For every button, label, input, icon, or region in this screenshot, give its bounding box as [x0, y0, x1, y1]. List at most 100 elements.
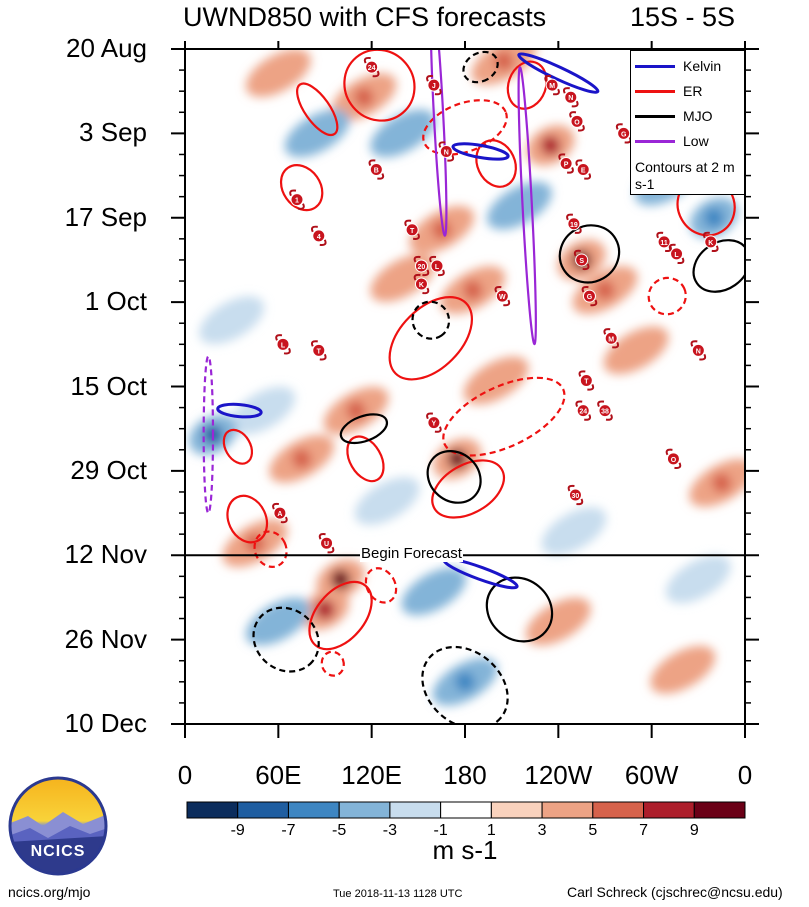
legend-item-low: Low	[635, 132, 709, 150]
storm-dot	[312, 229, 326, 243]
storm-swirl	[404, 219, 420, 240]
anomaly-core	[673, 660, 693, 680]
storm-swirl	[567, 484, 584, 506]
storm-marker: L	[275, 334, 291, 355]
storm-dot	[545, 78, 559, 92]
storm-marker: Y	[426, 412, 442, 433]
anomaly-core	[704, 208, 724, 228]
storm-marker: 30	[567, 484, 584, 506]
storm-marker: 19	[566, 213, 582, 234]
storm-label: T	[410, 228, 415, 235]
storm-label: 4	[317, 234, 321, 241]
storm-marker: M	[603, 328, 620, 349]
legend-label: MJO	[683, 108, 713, 124]
legend-item-er: ER	[635, 82, 702, 100]
storm-dot	[598, 404, 612, 418]
storm-swirl	[368, 159, 385, 180]
anomaly-core	[564, 521, 584, 541]
storm-swirl	[429, 255, 445, 277]
storm-dot	[575, 253, 589, 267]
anomaly-core	[424, 581, 444, 601]
legend-label: ER	[683, 83, 703, 99]
storm-label: N	[444, 149, 449, 156]
contour-er	[364, 567, 398, 604]
storm-swirl	[272, 502, 288, 524]
storm-dot	[617, 126, 631, 140]
colorbar-label: -9	[230, 822, 245, 839]
storm-marker: N	[562, 87, 579, 108]
storm-swirl	[318, 533, 335, 554]
anomaly-core	[268, 611, 288, 632]
contour-low	[202, 355, 215, 515]
legend: Contours at 2 m s-1 Kelvin ER MJO Low	[630, 50, 745, 195]
storm-swirl	[310, 225, 327, 246]
anomaly-core	[688, 569, 708, 589]
storm-marker: N	[690, 340, 707, 361]
footer-timestamp: Tue 2018-11-13 1128 UTC	[333, 888, 463, 900]
anomaly-core	[268, 63, 288, 83]
contour-er	[442, 376, 566, 457]
contour-mjo	[339, 413, 389, 445]
storm-marker: 1	[289, 189, 305, 210]
storm-dot	[570, 114, 584, 128]
storm-label: S	[579, 258, 584, 265]
contour-er	[647, 276, 687, 316]
begin-forecast-label: Begin Forecast	[360, 545, 463, 563]
footer-website[interactable]: ncics.org/mjo	[8, 884, 91, 900]
storm-marker: T	[578, 370, 595, 391]
storm-label: N	[568, 95, 573, 102]
contour-kelvin	[451, 142, 510, 161]
storm-swirl	[702, 231, 719, 252]
legend-line-icon	[635, 89, 675, 93]
chart-title: UWND850 with CFS forecasts	[183, 2, 547, 32]
logo-text: NCICS	[30, 843, 86, 860]
storm-dot	[567, 217, 581, 231]
colorbar-units: m s-1	[432, 835, 498, 865]
storm-swirl	[569, 111, 585, 132]
anomaly-core	[292, 449, 312, 469]
legend-item-kelvin: Kelvin	[635, 57, 721, 75]
contour-er	[475, 139, 517, 188]
storm-swirl	[603, 328, 620, 349]
storm-dot	[414, 259, 428, 273]
colorbar-label: 9	[689, 822, 699, 839]
chart-region: 15S - 5S	[630, 2, 736, 32]
storm-dot	[568, 488, 582, 502]
storm-dot	[576, 163, 590, 177]
colorbar-label: 1	[486, 822, 496, 839]
storm-label: G	[587, 294, 593, 301]
storm-label: L	[281, 342, 286, 349]
storm-dot	[604, 331, 618, 345]
anomaly-core	[393, 123, 413, 143]
contour-er	[431, 459, 505, 519]
storm-label: T	[584, 378, 589, 385]
anomaly-core	[315, 599, 335, 620]
storm-marker: T	[404, 219, 420, 240]
legend-line-icon	[635, 64, 675, 68]
anomaly-core	[463, 280, 483, 300]
storm-marker: M	[544, 75, 560, 96]
storm-dot	[365, 60, 379, 74]
legend-item-mjo: MJO	[635, 107, 713, 125]
x-tick-label: 180	[443, 760, 487, 790]
storm-marker: O	[569, 111, 585, 132]
storm-swirl	[597, 400, 613, 421]
anomaly-core	[307, 123, 327, 143]
storm-swirl	[668, 243, 685, 265]
storm-dot	[320, 536, 334, 550]
x-tick-label: 60E	[255, 760, 302, 790]
storm-label: E	[581, 168, 586, 175]
colorbar-label: -5	[332, 822, 347, 839]
contour-er	[279, 164, 324, 212]
legend-label: Low	[683, 133, 709, 149]
storm-dot	[691, 343, 705, 357]
contour-mjo	[462, 50, 499, 84]
storm-dot	[579, 373, 593, 387]
storm-swirl	[575, 400, 592, 421]
storm-marker: U	[318, 533, 335, 554]
storm-marker: 38	[597, 400, 613, 421]
storm-marker: L	[668, 243, 685, 265]
anomaly-core	[548, 611, 568, 632]
colorbar-swatch	[592, 801, 645, 819]
storm-swirl	[426, 412, 442, 433]
